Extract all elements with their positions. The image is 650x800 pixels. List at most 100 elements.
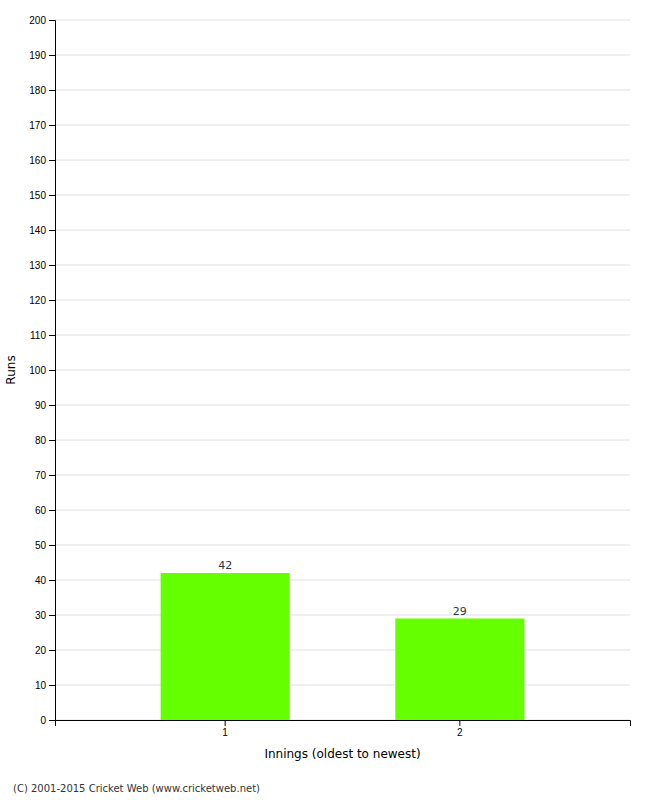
y-tick-mark: [49, 545, 55, 546]
y-tick: 180: [29, 85, 55, 96]
y-tick-label: 160: [29, 155, 46, 166]
chart-svg: 42 29 0 10 20 30 40 50 60 70 80 90 100 110 120 130 140 15…: [0, 0, 650, 800]
y-tick-label: 40: [35, 575, 47, 586]
grid-line: [55, 335, 630, 336]
y-tick-mark: [49, 440, 55, 441]
y-tick-mark: [49, 580, 55, 581]
y-tick-label: 50: [35, 540, 47, 551]
grid-line: [55, 125, 630, 126]
plot-area: 42 29 0 10 20 30 40 50 60 70 80 90 100 110 120 130 140 15…: [4, 15, 631, 761]
y-tick: 140: [29, 225, 55, 236]
grid-line: [55, 580, 630, 581]
y-tick-mark: [49, 125, 55, 126]
y-tick-label: 130: [29, 260, 46, 271]
x-axis-title: Innings (oldest to newest): [264, 747, 420, 761]
grid-line: [55, 475, 630, 476]
grid-line: [55, 615, 630, 616]
x-tick-mark: [459, 720, 460, 726]
y-tick-label: 10: [35, 680, 47, 691]
x-tick: 1: [222, 720, 228, 738]
bar: [395, 619, 524, 721]
y-tick-label: 70: [35, 470, 47, 481]
y-tick: 130: [29, 260, 55, 271]
y-tick: 200: [29, 15, 55, 26]
y-tick-mark: [49, 685, 55, 686]
y-tick-mark: [49, 475, 55, 476]
y-tick: 20: [35, 645, 55, 656]
y-tick-mark: [49, 720, 55, 721]
y-tick: 170: [29, 120, 55, 131]
grid-line: [55, 230, 630, 231]
y-tick-label: 0: [40, 715, 46, 726]
y-tick: 160: [29, 155, 55, 166]
x-tick-label: 1: [222, 727, 228, 738]
y-tick: 110: [30, 330, 55, 341]
data-label: 42: [218, 559, 232, 572]
y-tick-label: 80: [35, 435, 47, 446]
x-tick: 2: [457, 720, 463, 738]
y-axis-title: Runs: [4, 355, 18, 384]
y-tick: 0: [40, 715, 55, 726]
grid-line: [55, 300, 630, 301]
y-axis-line: [49, 21, 56, 721]
grid-line: [55, 265, 630, 266]
grid: [55, 20, 630, 720]
grid-line: [55, 370, 630, 371]
y-tick-label: 150: [29, 190, 46, 201]
data-label: 29: [453, 605, 467, 618]
y-tick-label: 140: [29, 225, 46, 236]
grid-line: [55, 20, 630, 21]
x-axis-line: [56, 721, 631, 727]
y-tick-label: 200: [29, 15, 46, 26]
y-tick-label: 90: [35, 400, 47, 411]
data-labels: 42 29: [218, 559, 467, 618]
y-tick-mark: [49, 370, 55, 371]
y-tick: 70: [35, 470, 55, 481]
y-tick-label: 110: [30, 330, 46, 341]
grid-line: [55, 685, 630, 686]
y-tick: 100: [29, 365, 55, 376]
chart-container: 42 29 0 10 20 30 40 50 60 70 80 90 100 110 120 130 140 15…: [0, 0, 650, 800]
y-tick: 40: [35, 575, 55, 586]
y-tick: 190: [29, 50, 55, 61]
y-tick: 30: [35, 610, 55, 621]
y-tick: 90: [35, 400, 55, 411]
y-tick: 120: [29, 295, 55, 306]
grid-line: [55, 650, 630, 651]
y-tick-label: 60: [35, 505, 47, 516]
bars: [161, 573, 525, 720]
y-tick-mark: [49, 195, 55, 196]
grid-line: [55, 545, 630, 546]
y-tick-mark: [49, 510, 55, 511]
y-axis: 0 10 20 30 40 50 60 70 80 90 100 110 120 130 140 150 160…: [29, 15, 55, 726]
grid-line: [55, 195, 630, 196]
y-tick: 80: [35, 435, 55, 446]
grid-line: [55, 440, 630, 441]
y-tick-mark: [49, 405, 55, 406]
y-tick: 150: [29, 190, 55, 201]
y-tick-mark: [49, 55, 55, 56]
grid-line: [55, 510, 630, 511]
x-axis: 12: [56, 720, 631, 738]
y-tick: 60: [35, 505, 55, 516]
y-tick-label: 170: [29, 120, 46, 131]
y-tick-mark: [49, 90, 55, 91]
y-tick-mark: [49, 335, 55, 336]
y-tick: 50: [35, 540, 55, 551]
y-tick: 10: [35, 680, 55, 691]
y-tick-label: 30: [35, 610, 47, 621]
grid-line: [55, 90, 630, 91]
footer-annotation: (C) 2001-2015 Cricket Web (www.cricketwe…: [13, 783, 260, 794]
y-tick-mark: [49, 300, 55, 301]
y-tick-mark: [49, 20, 55, 21]
y-tick-label: 190: [29, 50, 46, 61]
bar: [161, 573, 290, 720]
y-tick-label: 120: [29, 295, 46, 306]
grid-line: [55, 405, 630, 406]
y-tick-mark: [49, 230, 55, 231]
y-tick-label: 100: [29, 365, 46, 376]
y-tick-mark: [49, 265, 55, 266]
y-tick-mark: [49, 650, 55, 651]
x-tick-label: 2: [457, 727, 463, 738]
y-tick-label: 180: [29, 85, 46, 96]
